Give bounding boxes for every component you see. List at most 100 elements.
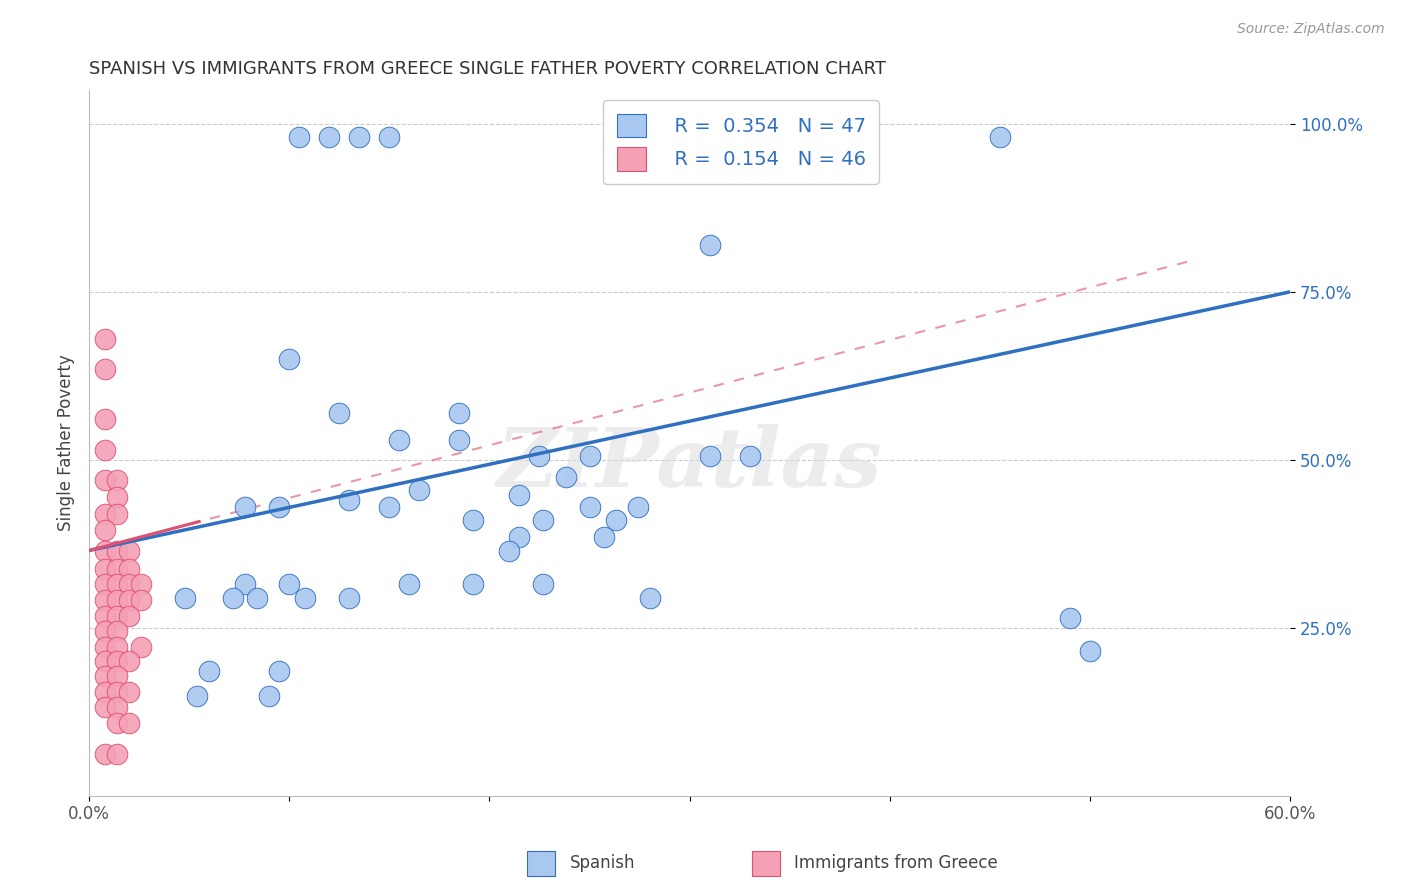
Point [94,332,117,346]
Point [118,654,141,668]
Point [605,513,627,527]
Legend:   R =  0.354   N = 47,   R =  0.154   N = 46: R = 0.354 N = 47, R = 0.154 N = 46 [603,100,879,185]
Point [94,562,117,576]
Point [94,624,117,639]
Point [94,442,117,457]
Point [269,500,291,514]
Point [94,577,117,591]
Point [94,669,117,683]
Point [105,577,128,591]
Point [105,592,128,607]
Point [94,654,117,668]
Point [337,493,360,508]
Point [129,640,152,654]
Point [529,450,551,464]
Point [105,640,128,654]
Point [118,562,141,576]
Point [105,716,128,731]
Point [118,592,141,607]
Y-axis label: Single Father Poverty: Single Father Poverty [58,355,75,532]
Point [94,700,117,714]
Point [94,412,117,426]
Point [408,483,430,497]
Point [699,237,721,252]
Point [233,577,256,591]
Point [94,684,117,698]
Point [328,406,350,420]
Text: SPANISH VS IMMIGRANTS FROM GREECE SINGLE FATHER POVERTY CORRELATION CHART: SPANISH VS IMMIGRANTS FROM GREECE SINGLE… [89,60,886,78]
Point [105,624,128,639]
Point [118,716,141,731]
Point [94,747,117,761]
Point [94,362,117,376]
Point [294,591,316,605]
Point [388,433,411,447]
Point [498,543,520,558]
Point [738,450,761,464]
Point [94,592,117,607]
Point [257,690,280,704]
Point [94,524,117,538]
Point [378,130,401,145]
Point [105,608,128,623]
Point [578,500,600,514]
Point [129,577,152,591]
Point [105,490,128,504]
Point [337,591,360,605]
Point [118,608,141,623]
Point [118,543,141,558]
Point [463,577,485,591]
Point [592,530,614,544]
Point [626,500,648,514]
Point [94,543,117,558]
Point [174,591,197,605]
Point [278,577,301,591]
Point [508,488,530,502]
Text: Spanish: Spanish [569,855,636,872]
Point [508,530,530,544]
Point [533,513,555,527]
Point [94,640,117,654]
Point [129,592,152,607]
Point [269,665,291,679]
Point [105,684,128,698]
Point [988,130,1011,145]
Point [1059,610,1081,624]
Point [94,608,117,623]
Point [105,669,128,683]
Text: Source: ZipAtlas.com: Source: ZipAtlas.com [1237,22,1385,37]
Point [449,406,471,420]
Point [105,507,128,521]
Text: ZIPatlas: ZIPatlas [496,425,883,504]
Point [1078,644,1101,658]
Point [278,351,301,366]
Point [463,513,485,527]
Point [198,665,221,679]
Point [105,700,128,714]
Point [186,690,208,704]
Point [222,591,245,605]
Point [533,577,555,591]
Point [398,577,420,591]
Point [118,684,141,698]
Point [318,130,340,145]
Point [94,507,117,521]
Point [578,450,600,464]
Point [105,562,128,576]
Point [105,747,128,761]
Point [105,543,128,558]
Point [246,591,269,605]
Point [105,654,128,668]
Point [449,433,471,447]
Point [554,469,576,483]
Point [349,130,371,145]
Point [378,500,401,514]
Point [699,450,721,464]
Text: Immigrants from Greece: Immigrants from Greece [794,855,998,872]
Point [233,500,256,514]
Point [288,130,311,145]
Point [105,473,128,487]
Point [94,473,117,487]
Point [638,591,661,605]
Point [118,577,141,591]
